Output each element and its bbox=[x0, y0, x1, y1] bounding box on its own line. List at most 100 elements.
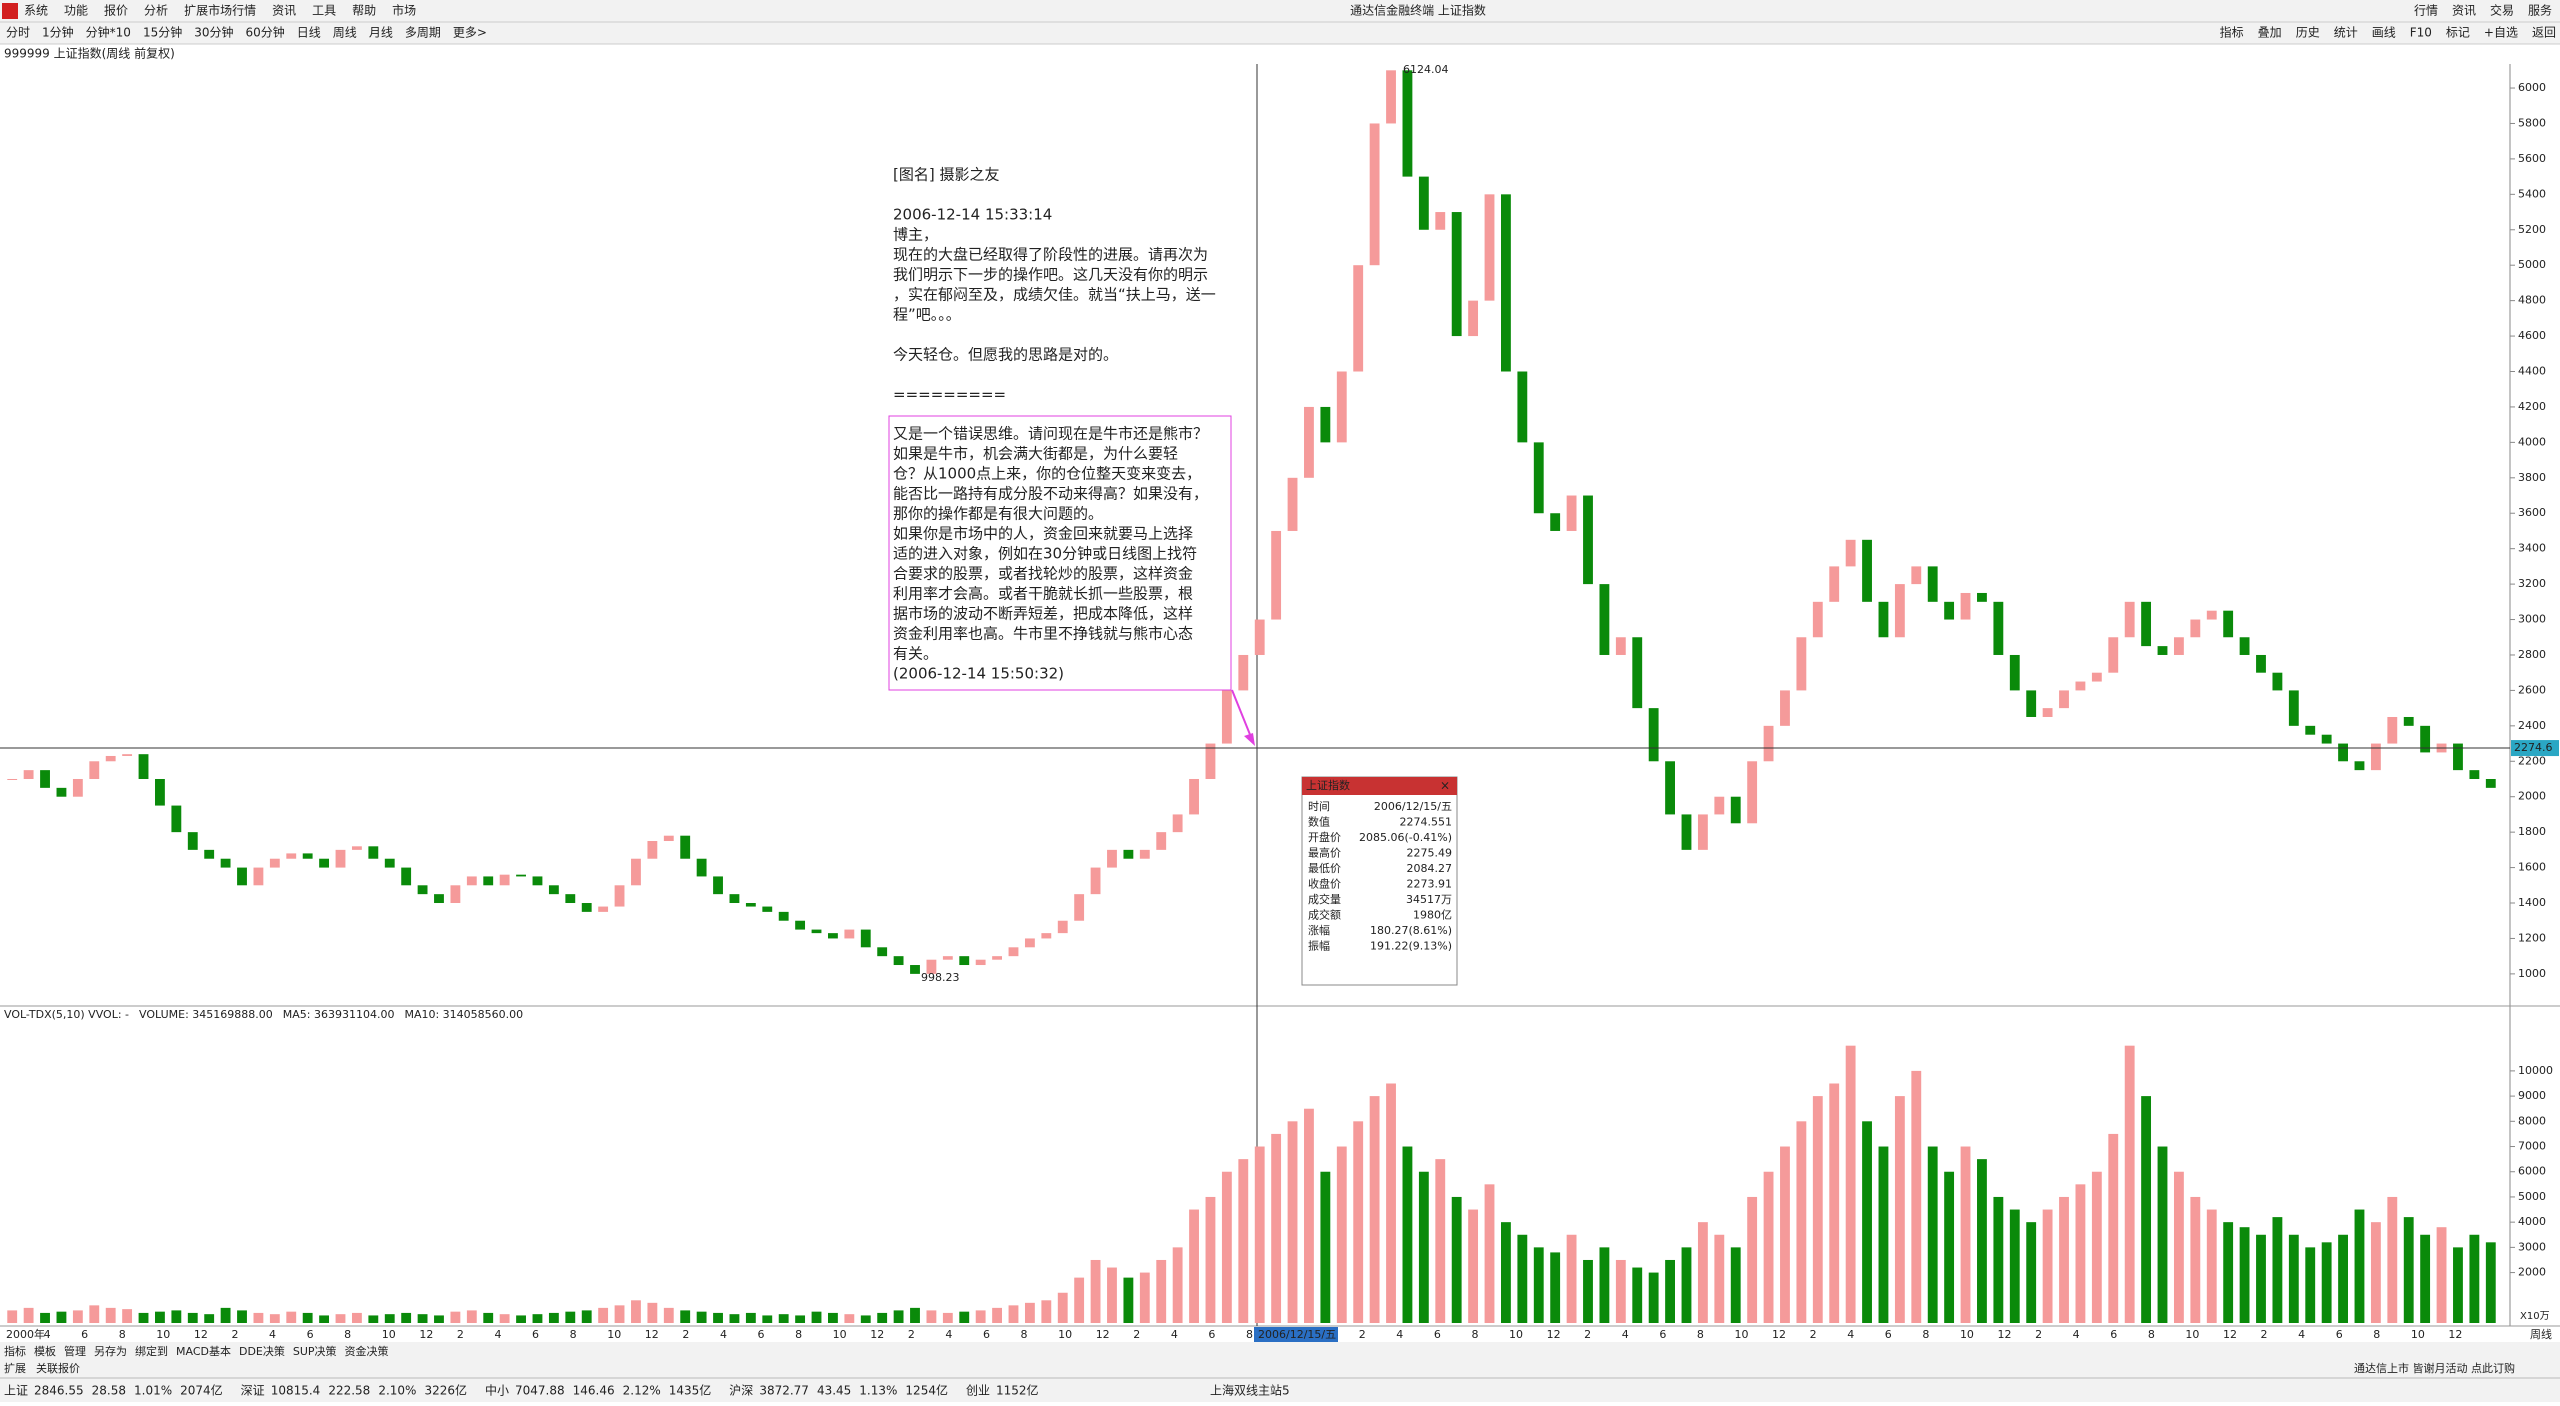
menu-item[interactable]: 资讯 bbox=[272, 4, 296, 18]
volume-bar bbox=[565, 1311, 576, 1323]
candle bbox=[1812, 601, 1823, 638]
period-button[interactable]: 30分钟 bbox=[194, 25, 233, 40]
volume-bar bbox=[368, 1315, 379, 1323]
period-button[interactable]: 更多> bbox=[453, 26, 487, 40]
volume-bar bbox=[401, 1312, 412, 1323]
date-label: 4 bbox=[494, 1328, 501, 1341]
status-value: 222.58 bbox=[328, 1384, 370, 1398]
top-button[interactable]: 资讯 bbox=[2452, 4, 2476, 18]
info-label: 成交量 bbox=[1308, 892, 1341, 906]
menu-item[interactable]: 分析 bbox=[144, 4, 168, 18]
tool-button[interactable]: 统计 bbox=[2334, 26, 2358, 40]
volume-bar bbox=[680, 1310, 691, 1323]
note-box-line: 如果你是市场中的人，资金回来就要马上选择 bbox=[893, 525, 1193, 543]
volume-bar bbox=[2453, 1247, 2463, 1323]
tool-button[interactable]: +自选 bbox=[2484, 26, 2518, 40]
subtab[interactable]: 扩展 bbox=[4, 1361, 26, 1375]
period-button[interactable]: 15分钟 bbox=[143, 25, 182, 40]
note-box-line: 那你的操作都是有很大问题的。 bbox=[893, 505, 1103, 523]
volume-bar bbox=[499, 1314, 510, 1323]
tab[interactable]: 模板 bbox=[34, 1344, 56, 1358]
tool-button[interactable]: 标记 bbox=[2446, 26, 2470, 40]
tab[interactable]: DDE决策 bbox=[239, 1344, 285, 1358]
period-button[interactable]: 多周期 bbox=[405, 26, 441, 40]
candle bbox=[1369, 123, 1380, 266]
candle bbox=[1583, 495, 1593, 585]
menu-item[interactable]: 市场 bbox=[392, 3, 416, 18]
volume-bar bbox=[7, 1310, 18, 1323]
volume-bar bbox=[581, 1310, 592, 1323]
menu-item[interactable]: 报价 bbox=[104, 3, 128, 18]
menu-item[interactable]: 帮助 bbox=[352, 4, 376, 18]
info-close[interactable]: × bbox=[1440, 779, 1450, 793]
candle bbox=[2091, 672, 2102, 682]
volume-bar bbox=[1468, 1209, 1479, 1323]
volume-bar bbox=[384, 1314, 395, 1323]
date-label: 4 bbox=[720, 1328, 727, 1341]
candle bbox=[155, 778, 165, 806]
candle bbox=[598, 906, 609, 912]
candle bbox=[2157, 646, 2168, 655]
date-label: 2 bbox=[231, 1328, 238, 1341]
subtab[interactable]: 关联报价 bbox=[36, 1361, 80, 1375]
volume-bar bbox=[2223, 1222, 2234, 1323]
date-label: 6 bbox=[81, 1328, 88, 1341]
tab[interactable]: 管理 bbox=[64, 1344, 86, 1358]
period-button[interactable]: 月线 bbox=[369, 26, 393, 40]
tab[interactable]: SUP决策 bbox=[293, 1344, 337, 1358]
tab[interactable]: 绑定到 bbox=[135, 1344, 168, 1358]
top-button[interactable]: 服务 bbox=[2528, 3, 2552, 18]
tab[interactable]: 指标 bbox=[4, 1344, 26, 1358]
volume-bar bbox=[2485, 1242, 2496, 1323]
volume-bar bbox=[631, 1300, 641, 1323]
menu-item[interactable]: 系统 bbox=[24, 4, 48, 18]
period-button[interactable]: 日线 bbox=[297, 26, 321, 40]
period-button[interactable]: 1分钟 bbox=[42, 25, 74, 40]
date-label: 8 bbox=[2373, 1328, 2380, 1341]
status-label: 创业 bbox=[966, 1384, 990, 1398]
bottom-bars bbox=[0, 1342, 2560, 1402]
volume-bar bbox=[319, 1315, 330, 1323]
volume-bar bbox=[1156, 1259, 1167, 1323]
volume-bar bbox=[450, 1311, 461, 1323]
tool-button[interactable]: F10 bbox=[2410, 26, 2432, 40]
note-line: 今天轻仓。但愿我的思路是对的。 bbox=[893, 346, 1118, 364]
date-label: 6 bbox=[983, 1328, 990, 1341]
status-value: 28.58 bbox=[92, 1384, 126, 1398]
date-label: 2 bbox=[682, 1328, 689, 1341]
tab[interactable]: 另存为 bbox=[94, 1344, 127, 1358]
volume-bar bbox=[1993, 1196, 2004, 1323]
date-label: 2 bbox=[908, 1328, 915, 1341]
volume-bar bbox=[647, 1302, 658, 1323]
candle bbox=[72, 778, 83, 797]
volume-bar bbox=[1287, 1121, 1298, 1323]
tab[interactable]: MACD基本 bbox=[176, 1344, 231, 1358]
tab[interactable]: 资金决策 bbox=[345, 1344, 389, 1358]
candle bbox=[269, 858, 280, 868]
period-button[interactable]: 60分钟 bbox=[246, 25, 285, 40]
tool-button[interactable]: 历史 bbox=[2296, 26, 2320, 40]
candle bbox=[548, 885, 559, 895]
period-button[interactable]: 分时 bbox=[6, 26, 30, 40]
volume-bar bbox=[155, 1311, 165, 1323]
menu-item[interactable]: 工具 bbox=[312, 4, 336, 18]
volume-bar bbox=[1304, 1108, 1314, 1323]
tool-button[interactable]: 画线 bbox=[2372, 26, 2396, 40]
promo[interactable]: 通达信上市 皆谢月活动 点此订购 bbox=[2354, 1361, 2515, 1375]
volume-bar bbox=[942, 1312, 953, 1323]
candle bbox=[2387, 716, 2398, 744]
tool-button[interactable]: 指标 bbox=[2220, 25, 2244, 40]
menu-item[interactable]: 扩展市场行情 bbox=[184, 3, 256, 18]
top-button[interactable]: 交易 bbox=[2490, 3, 2514, 18]
status-value: 10815.4 bbox=[271, 1384, 321, 1398]
menu-item[interactable]: 功能 bbox=[64, 4, 88, 18]
tool-button[interactable]: 叠加 bbox=[2258, 26, 2282, 40]
tool-button[interactable]: 返回 bbox=[2532, 26, 2556, 40]
period-button[interactable]: 分钟*10 bbox=[86, 25, 131, 40]
candle bbox=[1041, 933, 1052, 939]
volume-bar bbox=[1927, 1146, 1938, 1323]
period-button[interactable]: 周线 bbox=[333, 26, 357, 40]
y-tick-label: 8000 bbox=[2518, 1114, 2546, 1127]
date-label: 6 bbox=[2110, 1328, 2117, 1341]
top-button[interactable]: 行情 bbox=[2414, 4, 2438, 18]
